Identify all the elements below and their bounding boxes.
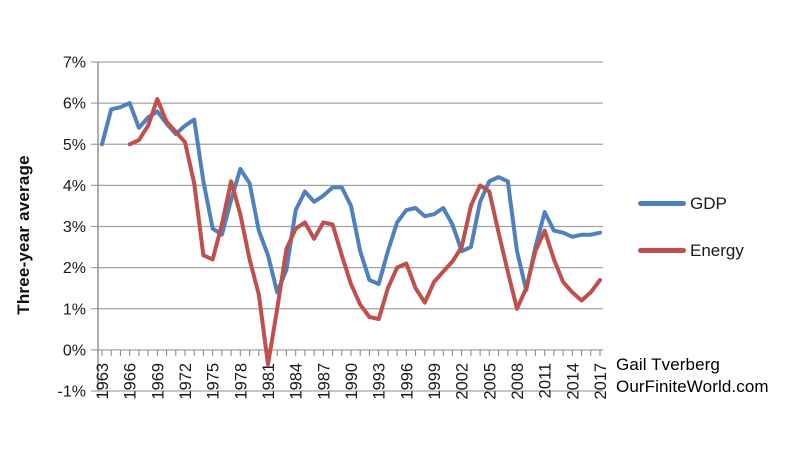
x-tick-label: 2014 — [564, 363, 582, 400]
attribution: Gail Tverberg OurFiniteWorld.com — [616, 354, 796, 399]
x-tick-label: 1966 — [122, 363, 140, 400]
x-tick-label: 1996 — [398, 363, 416, 400]
x-tick-label: 1963 — [94, 363, 112, 400]
x-tick-label: 1975 — [205, 363, 223, 400]
energy-line-swatch — [638, 247, 686, 253]
y-tick-label: 4% — [63, 178, 86, 195]
legend-item-gdp: GDP — [638, 188, 788, 218]
x-tick-label: 1969 — [149, 363, 167, 400]
legend-item-energy: Energy — [638, 235, 788, 265]
x-tick-label: 1999 — [426, 363, 444, 400]
attribution-site: OurFiniteWorld.com — [616, 377, 769, 397]
legend-label-gdp: GDP — [690, 193, 727, 213]
x-tick-label: 1990 — [343, 363, 361, 400]
y-axis-title: Three-year average — [14, 155, 33, 315]
x-tick-label: 1993 — [371, 363, 389, 400]
y-tick-label: -1% — [58, 384, 86, 401]
y-tick-label: 2% — [63, 260, 86, 277]
legend-label-energy: Energy — [690, 240, 744, 260]
y-tick-label: 0% — [63, 342, 86, 359]
x-tick-label: 1984 — [288, 363, 306, 400]
x-tick-label: 2008 — [509, 363, 527, 400]
x-tick-label: 1978 — [232, 363, 250, 400]
y-tick-label: 7% — [63, 55, 86, 72]
series-line-energy — [127, 97, 602, 367]
y-tick-label: 1% — [63, 301, 86, 318]
attribution-author: Gail Tverberg — [616, 355, 720, 374]
series-line-gdp — [100, 101, 602, 295]
x-tick-label: 1981 — [260, 363, 278, 400]
x-tick-label: 2005 — [481, 363, 499, 400]
y-tick-label: 3% — [63, 219, 86, 236]
x-tick-label: 2002 — [454, 363, 472, 400]
x-tick-label: 1972 — [177, 363, 195, 400]
x-tick-label: 2011 — [537, 363, 555, 398]
y-tick-label: 6% — [63, 96, 86, 113]
legend: GDP Energy — [638, 188, 788, 282]
x-tick-label: 2017 — [592, 363, 610, 400]
gdp-line-swatch — [638, 200, 686, 206]
x-tick-label: 1987 — [315, 363, 333, 400]
y-tick-label: 5% — [63, 137, 86, 154]
